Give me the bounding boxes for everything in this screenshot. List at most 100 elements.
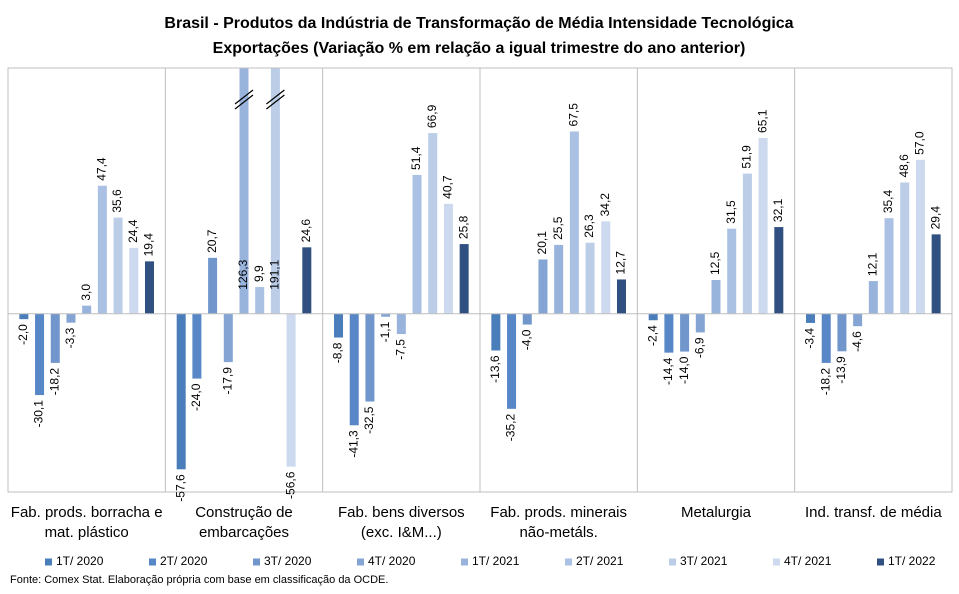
legend-swatch	[461, 558, 468, 566]
bar	[334, 313, 344, 338]
value-label: 25,5	[551, 216, 565, 240]
bar	[727, 228, 737, 314]
bar	[97, 185, 107, 314]
value-label: 31,5	[724, 200, 738, 224]
legend-label: 1T/ 2021	[472, 554, 520, 568]
x-tick-label: Fab. prods. borracha e mat. plástico	[10, 504, 163, 541]
bar	[648, 313, 658, 321]
bar	[35, 313, 45, 396]
bar	[915, 159, 925, 314]
legend-swatch	[877, 558, 884, 566]
value-label: 20,7	[205, 229, 219, 253]
value-label: 35,4	[881, 189, 895, 213]
value-label: 12,1	[866, 252, 880, 276]
value-label: 24,6	[299, 219, 313, 243]
bar	[711, 280, 721, 314]
x-tick-label: Ind. transf. de média	[804, 504, 942, 521]
legend-label: 4T/ 2020	[368, 554, 416, 568]
bar	[144, 261, 154, 314]
value-label: 126,3	[236, 259, 250, 289]
bar	[601, 221, 611, 314]
bar	[223, 313, 233, 363]
bar	[821, 313, 831, 363]
axis-break	[234, 94, 254, 110]
bar	[900, 182, 910, 314]
bar	[208, 257, 218, 314]
value-label: 20,1	[535, 231, 549, 255]
value-label: 12,5	[708, 251, 722, 275]
value-label: -57,6	[173, 474, 187, 502]
bar	[176, 313, 186, 470]
source-note: Fonte: Comex Stat. Elaboração própria co…	[10, 574, 388, 586]
bar	[365, 313, 375, 402]
value-label: 19,4	[142, 233, 156, 257]
value-label: 48,6	[897, 154, 911, 178]
bar	[585, 242, 595, 314]
value-label: 25,8	[456, 215, 470, 239]
bar	[931, 234, 941, 314]
x-tick-label: Fab. prods. minerais não-metáls.	[490, 504, 628, 541]
value-label: -13,6	[488, 355, 502, 383]
value-label: -35,2	[504, 414, 518, 442]
bar	[616, 279, 626, 314]
value-label: 26,3	[582, 214, 596, 238]
bar	[459, 244, 469, 314]
value-label: 40,7	[441, 175, 455, 199]
legend-swatch	[773, 558, 780, 566]
value-label: 57,0	[913, 131, 927, 155]
bar	[868, 281, 878, 314]
value-label: -32,5	[362, 406, 376, 434]
value-label: -4,6	[850, 331, 864, 352]
value-label: 51,4	[409, 146, 423, 170]
bar	[255, 287, 265, 314]
value-label: -17,9	[220, 367, 234, 395]
legend-label: 2T/ 2020	[160, 554, 208, 568]
bar	[412, 174, 422, 314]
value-label: 34,2	[598, 193, 612, 217]
value-label: -6,9	[692, 337, 706, 358]
bar	[695, 313, 705, 333]
value-label: -1,1	[378, 321, 392, 342]
x-tick-label: Fab. bens diversos (exc. I&M...)	[337, 504, 465, 541]
value-label: -14,4	[661, 357, 675, 385]
legend-swatch	[357, 558, 364, 566]
bar	[349, 313, 359, 426]
value-label: -18,2	[818, 368, 832, 396]
bar	[554, 244, 564, 314]
value-label: 32,1	[771, 198, 785, 222]
value-label: 51,9	[740, 145, 754, 169]
value-label: 12,7	[614, 251, 628, 275]
value-label: 66,9	[425, 104, 439, 128]
bar	[129, 247, 139, 314]
value-label: -14,0	[677, 356, 691, 384]
value-label: 47,4	[95, 157, 109, 181]
bar	[664, 313, 674, 353]
bar	[774, 227, 784, 314]
bar	[742, 173, 752, 314]
bar	[66, 313, 76, 323]
bar	[837, 313, 847, 352]
value-label: -7,5	[394, 339, 408, 360]
value-label: 191,1	[268, 259, 282, 289]
value-label: -2,4	[645, 325, 659, 346]
bar	[381, 313, 391, 317]
bar	[569, 131, 579, 314]
bar	[507, 313, 517, 409]
x-tick-label: Construção de embarcações	[195, 504, 293, 541]
bar	[50, 313, 60, 363]
bar	[113, 217, 123, 314]
value-label: -4,0	[519, 329, 533, 350]
legend-label: 3T/ 2021	[680, 554, 728, 568]
value-label: -41,3	[346, 430, 360, 458]
value-label: 9,9	[252, 265, 266, 282]
chart-subtitle: Exportações (Variação % em relação a igu…	[213, 40, 746, 57]
value-label: 65,1	[755, 109, 769, 133]
axis-break	[266, 94, 285, 110]
bar	[538, 259, 548, 314]
value-label: 24,4	[126, 219, 140, 243]
bar	[884, 218, 894, 314]
value-label: 67,5	[567, 103, 581, 127]
bars-group	[19, 68, 941, 470]
